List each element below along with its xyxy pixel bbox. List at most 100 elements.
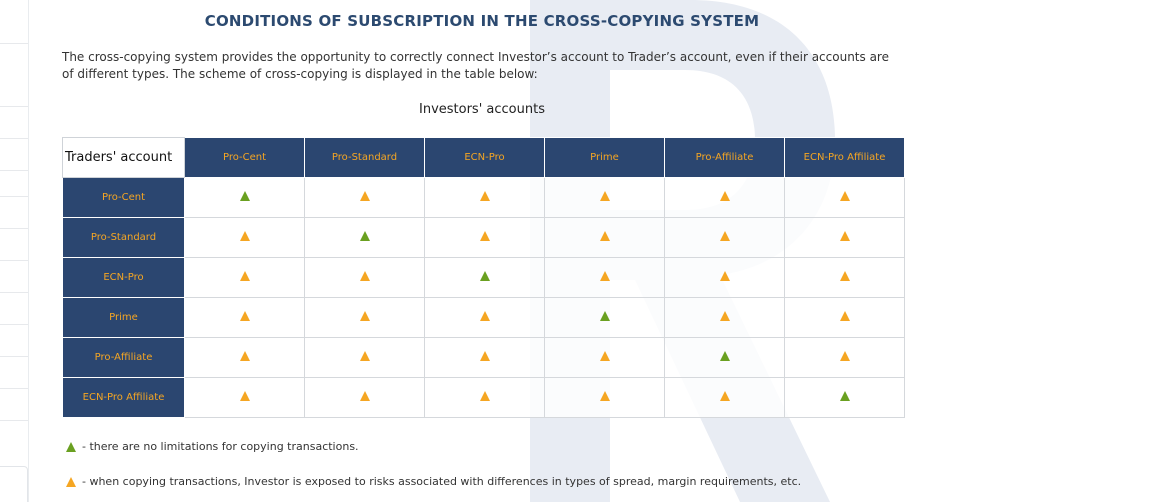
orange-triangle-icon: [719, 271, 730, 281]
table-cell: [304, 297, 425, 338]
traders-account-caption: Traders' account: [62, 137, 185, 178]
orange-triangle-icon: [239, 311, 250, 321]
row-header: ECN-Pro Affiliate: [62, 377, 185, 418]
green-triangle-icon: [66, 441, 76, 452]
orange-triangle-icon: [239, 391, 250, 401]
table-cell: [544, 337, 665, 378]
table-cell: [664, 337, 785, 378]
orange-triangle-icon: [719, 191, 730, 201]
column-header: ECN-Pro Affiliate: [784, 137, 905, 178]
table-cell: [424, 177, 545, 218]
orange-triangle-icon: [359, 311, 370, 321]
left-sidebar-strip: [0, 0, 29, 502]
table-cell: [664, 217, 785, 258]
table-cell: [544, 297, 665, 338]
table-cell: [664, 257, 785, 298]
orange-triangle-icon: [359, 351, 370, 361]
table-cell: [424, 257, 545, 298]
legend-green-text: - there are no limitations for copying t…: [82, 440, 359, 453]
table-row: Pro-Affiliate: [62, 337, 905, 378]
table-header-row: Traders' account Pro-Cent Pro-Standard E…: [62, 137, 905, 178]
orange-triangle-icon: [719, 311, 730, 321]
table-cell: [784, 217, 905, 258]
orange-triangle-icon: [66, 476, 76, 487]
table-cell: [544, 177, 665, 218]
table-cell: [424, 297, 545, 338]
orange-triangle-icon: [479, 231, 490, 241]
green-triangle-icon: [239, 191, 250, 201]
green-triangle-icon: [719, 351, 730, 361]
table-cell: [664, 377, 785, 418]
table-cell: [544, 377, 665, 418]
legend-orange: - when copying transactions, Investor is…: [66, 475, 801, 488]
table-cell: [784, 377, 905, 418]
table-cell: [424, 337, 545, 378]
table-cell: [544, 257, 665, 298]
green-triangle-icon: [359, 231, 370, 241]
column-header: Prime: [544, 137, 665, 178]
table-cell: [184, 377, 305, 418]
table-cell: [544, 217, 665, 258]
table-row: ECN-Pro Affiliate: [62, 377, 905, 418]
table-row: Pro-Standard: [62, 217, 905, 258]
row-header: Pro-Standard: [62, 217, 185, 258]
orange-triangle-icon: [479, 351, 490, 361]
orange-triangle-icon: [839, 351, 850, 361]
column-header: Pro-Standard: [304, 137, 425, 178]
legend-green: - there are no limitations for copying t…: [66, 440, 359, 453]
page-title: CONDITIONS OF SUBSCRIPTION IN THE CROSS-…: [204, 12, 760, 30]
intro-paragraph: The cross-copying system provides the op…: [62, 50, 889, 81]
green-triangle-icon: [599, 311, 610, 321]
orange-triangle-icon: [359, 271, 370, 281]
legend-orange-text: - when copying transactions, Investor is…: [82, 475, 802, 488]
orange-triangle-icon: [719, 231, 730, 241]
orange-triangle-icon: [239, 231, 250, 241]
table-cell: [184, 297, 305, 338]
column-header: Pro-Cent: [184, 137, 305, 178]
table-cell: [784, 257, 905, 298]
orange-triangle-icon: [839, 311, 850, 321]
table-cell: [184, 177, 305, 218]
table-cell: [304, 257, 425, 298]
orange-triangle-icon: [599, 191, 610, 201]
orange-triangle-icon: [239, 271, 250, 281]
column-header: Pro-Affiliate: [664, 137, 785, 178]
sidebar-widget-box[interactable]: [0, 466, 28, 502]
table-row: Prime: [62, 297, 905, 338]
orange-triangle-icon: [599, 231, 610, 241]
table-cell: [184, 257, 305, 298]
orange-triangle-icon: [839, 231, 850, 241]
table-cell: [424, 377, 545, 418]
green-triangle-icon: [839, 391, 850, 401]
row-header: Pro-Affiliate: [62, 337, 185, 378]
orange-triangle-icon: [599, 351, 610, 361]
table-cell: [664, 177, 785, 218]
table-row: ECN-Pro: [62, 257, 905, 298]
table-cell: [304, 377, 425, 418]
table-cell: [304, 217, 425, 258]
table-cell: [784, 297, 905, 338]
table-cell: [184, 217, 305, 258]
table-cell: [664, 297, 785, 338]
orange-triangle-icon: [479, 311, 490, 321]
column-header: ECN-Pro: [424, 137, 545, 178]
orange-triangle-icon: [479, 391, 490, 401]
orange-triangle-icon: [359, 391, 370, 401]
orange-triangle-icon: [839, 271, 850, 281]
table-cell: [304, 337, 425, 378]
orange-triangle-icon: [719, 391, 730, 401]
table-cell: [184, 337, 305, 378]
orange-triangle-icon: [479, 191, 490, 201]
orange-triangle-icon: [239, 351, 250, 361]
table-cell: [784, 177, 905, 218]
orange-triangle-icon: [599, 271, 610, 281]
row-header: ECN-Pro: [62, 257, 185, 298]
cross-copying-table: Traders' account Pro-Cent Pro-Standard E…: [62, 137, 905, 418]
green-triangle-icon: [479, 271, 490, 281]
row-header: Pro-Cent: [62, 177, 185, 218]
table-row: Pro-Cent: [62, 177, 905, 218]
orange-triangle-icon: [839, 191, 850, 201]
row-header: Prime: [62, 297, 185, 338]
table-cell: [784, 337, 905, 378]
